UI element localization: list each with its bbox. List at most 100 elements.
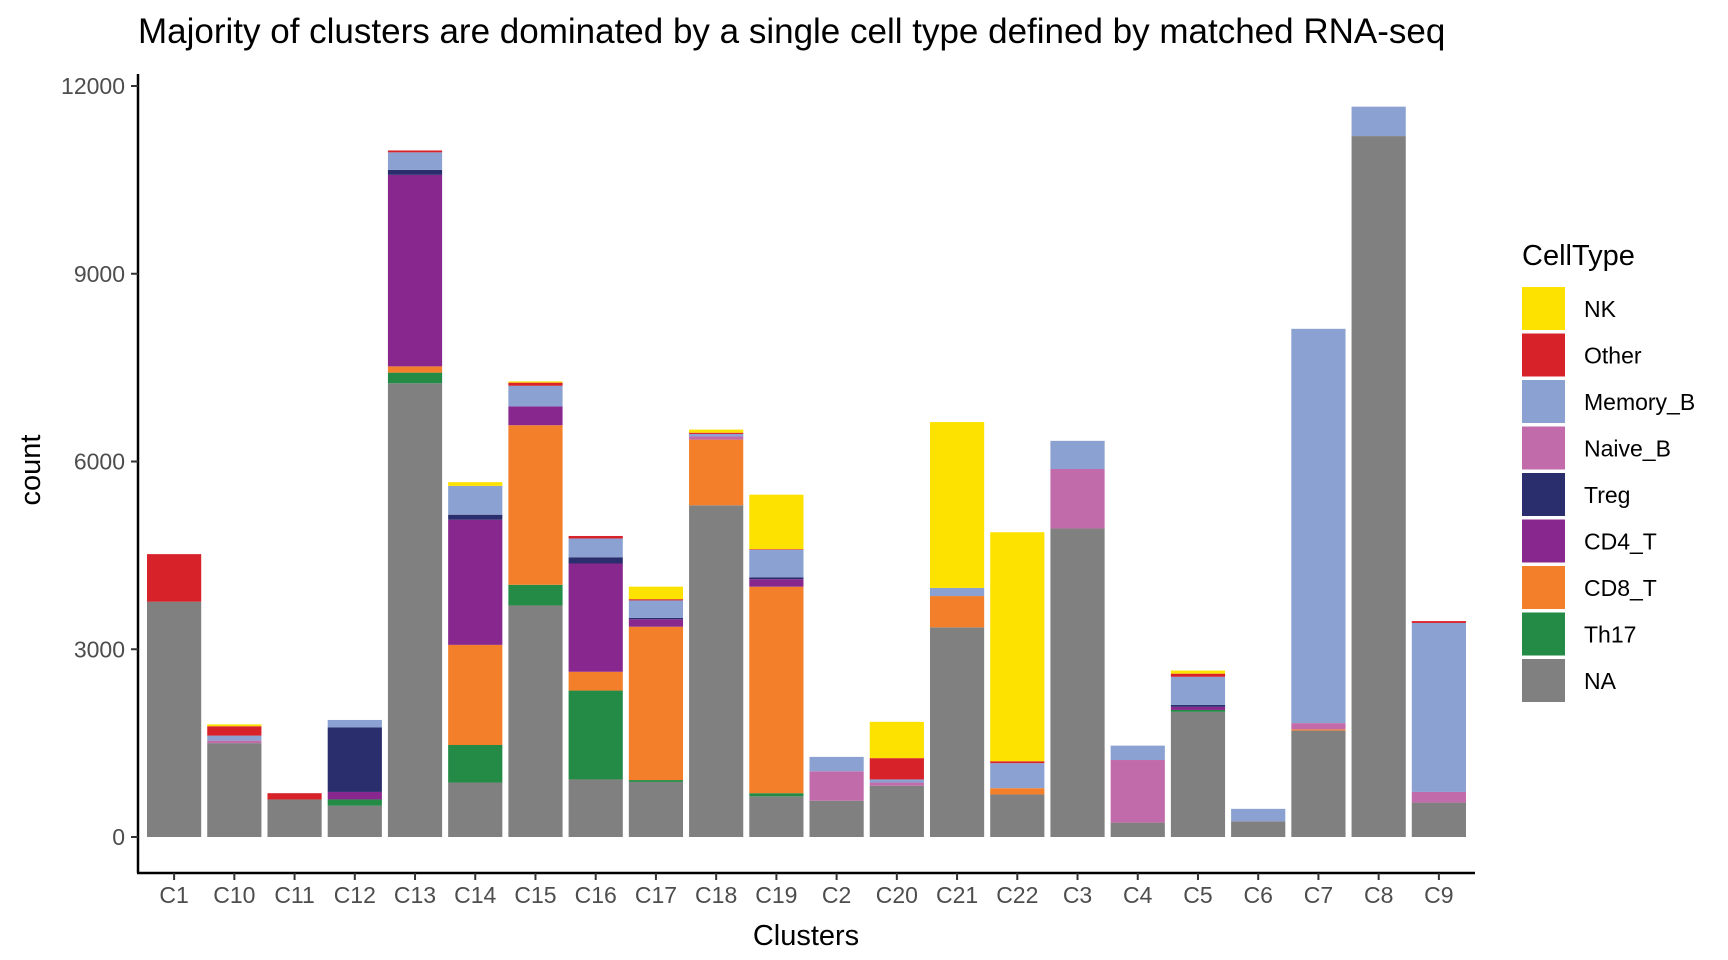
legend-swatch-th17	[1522, 612, 1565, 656]
bar-c2-memory-b	[809, 756, 864, 772]
bar-c15-other	[508, 382, 563, 386]
bar-c4-memory-b	[1110, 745, 1165, 761]
legend-label-cd4-t: CD4_T	[1584, 529, 1657, 555]
bar-c5-cd4-t	[1170, 706, 1226, 710]
bar-c11-other	[267, 793, 322, 800]
bar-c19-na	[749, 796, 804, 837]
x-tick-label-c17: C17	[635, 882, 677, 908]
bar-c12-treg	[327, 727, 382, 792]
bar-c2-naive-b	[809, 771, 864, 801]
bar-c15-na	[508, 605, 563, 837]
bar-c10-naive-b	[207, 740, 262, 744]
x-tick-label-c6: C6	[1244, 882, 1273, 908]
bar-c17-th17	[628, 780, 684, 782]
bar-c18-nk	[689, 429, 744, 433]
x-tick-label-c2: C2	[822, 882, 851, 908]
x-tick-label-c5: C5	[1183, 882, 1212, 908]
bar-c16-other	[568, 535, 623, 539]
bar-c20-other	[869, 758, 924, 780]
x-tick-label-c15: C15	[514, 882, 556, 908]
bar-c21-nk	[929, 422, 985, 588]
bar-c22-na	[990, 794, 1045, 837]
bar-c20-memory-b	[869, 779, 924, 783]
bar-c10-na	[207, 743, 262, 838]
bar-c7-na	[1291, 730, 1346, 837]
x-tick-label-c4: C4	[1123, 882, 1153, 908]
bar-c7-memory-b	[1291, 328, 1346, 724]
legend-swatch-na	[1522, 659, 1565, 702]
bar-c6-memory-b	[1231, 808, 1286, 822]
bar-c3-memory-b	[1050, 440, 1105, 470]
bar-c19-memory-b	[749, 549, 804, 578]
bar-c10-other	[207, 726, 262, 736]
legend-swatch-cd8-t	[1522, 566, 1565, 609]
bar-c22-cd8-t	[990, 788, 1045, 795]
bar-c10-memory-b	[207, 735, 262, 741]
x-tick-label-c12: C12	[334, 882, 376, 908]
bar-c19-treg	[749, 577, 804, 580]
bar-c11-na	[267, 799, 322, 837]
x-axis-ticks: C1 C10 C11 C12 C13 C14 C15 C16 C17 C18 C19 C2 C20 C21…	[159, 873, 1454, 908]
legend-label-naive-b: Naive_B	[1584, 436, 1671, 462]
plot-area	[147, 106, 1466, 838]
x-tick-label-c1: C1	[159, 882, 188, 908]
x-tick-label-c7: C7	[1304, 882, 1333, 908]
bar-c4-na	[1110, 822, 1165, 837]
bar-c5-nk	[1170, 670, 1226, 674]
bar-c3-naive-b	[1050, 469, 1105, 529]
bar-c5-memory-b	[1170, 676, 1226, 705]
bar-c12-memory-b	[327, 719, 382, 728]
bar-c8-na	[1351, 136, 1406, 837]
y-axis-ticks: 0 3000 6000 9000 12000	[61, 73, 138, 850]
bar-c13-na	[387, 383, 443, 837]
legend-swatch-other	[1522, 333, 1565, 377]
bar-c13-cd4-t	[387, 174, 443, 367]
bar-c9-na	[1411, 802, 1466, 837]
bar-c4-naive-b	[1110, 760, 1165, 823]
x-tick-label-c18: C18	[695, 882, 737, 908]
bar-c18-na	[689, 505, 744, 837]
bar-c17-other	[628, 599, 684, 601]
bar-c3-na	[1050, 528, 1105, 837]
y-tick-label: 12000	[61, 73, 125, 99]
bar-c15-nk	[508, 381, 563, 383]
chart-title: Majority of clusters are dominated by a …	[138, 12, 1445, 51]
bar-c18-memory-b	[689, 433, 744, 437]
bar-c21-cd8-t	[929, 596, 985, 628]
x-tick-label-c20: C20	[876, 882, 918, 908]
bar-c5-treg	[1170, 704, 1226, 707]
x-tick-label-c22: C22	[996, 882, 1038, 908]
bar-c13-th17	[387, 372, 443, 384]
bar-c17-na	[628, 781, 684, 837]
bar-c22-other	[990, 761, 1045, 764]
bar-c7-cd8-t	[1291, 729, 1346, 731]
x-tick-label-c19: C19	[755, 882, 797, 908]
bar-c15-th17	[508, 584, 563, 606]
x-tick-label-c3: C3	[1063, 882, 1092, 908]
bar-c18-other	[689, 432, 744, 434]
bar-c12-th17	[327, 799, 382, 806]
legend-label-memory-b: Memory_B	[1584, 389, 1695, 415]
x-tick-label-c14: C14	[454, 882, 496, 908]
bar-c17-cd4-t	[628, 619, 684, 627]
bar-c8-memory-b	[1351, 106, 1406, 137]
legend: CellType NK Other Memory_B Naive_B Treg CD4_T…	[1522, 240, 1695, 702]
bar-c14-cd4-t	[448, 519, 503, 645]
legend-label-nk: NK	[1584, 296, 1617, 322]
legend-swatch-treg	[1522, 473, 1565, 516]
bar-c1-na	[147, 601, 202, 837]
bar-c21-na	[929, 627, 985, 837]
bar-c16-treg	[568, 557, 623, 564]
y-axis-title: count	[15, 435, 47, 506]
legend-swatch-nk	[1522, 287, 1565, 330]
y-tick-label: 3000	[74, 636, 125, 662]
bar-c20-na	[869, 785, 924, 837]
bar-c16-memory-b	[568, 538, 623, 558]
legend-title: CellType	[1522, 240, 1635, 272]
bar-c12-na	[327, 805, 382, 837]
bar-c19-other	[749, 549, 804, 550]
bar-c22-memory-b	[990, 763, 1045, 789]
bar-c10-nk	[207, 724, 262, 727]
bar-c19-cd4-t	[749, 579, 804, 587]
legend-label-cd8-t: CD8_T	[1584, 575, 1657, 601]
